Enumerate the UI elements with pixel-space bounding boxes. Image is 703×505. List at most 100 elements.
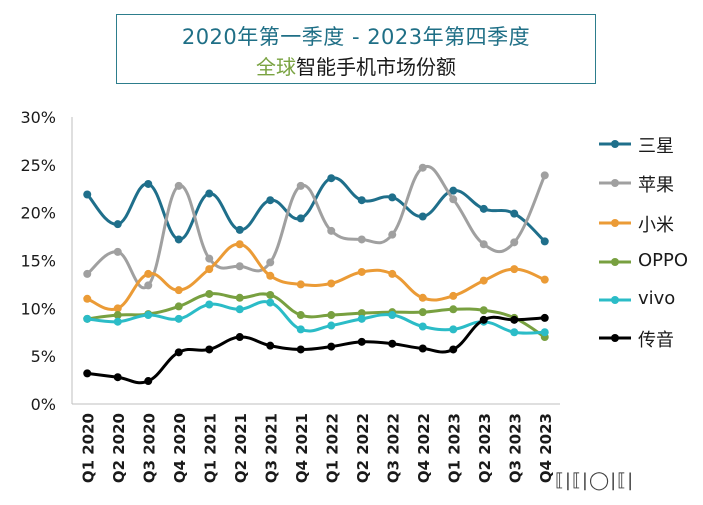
data-point [205, 300, 214, 309]
data-point [449, 345, 458, 354]
data-point [235, 240, 244, 249]
data-point [266, 298, 275, 307]
chart-title-box: 2020年第一季度 - 2023年第四季度 全球智能手机市场份额 [116, 14, 596, 84]
data-point [174, 286, 183, 295]
legend-item: 苹果 [598, 171, 698, 196]
data-point [144, 377, 153, 386]
data-point [235, 333, 244, 342]
data-point [174, 302, 183, 311]
data-point [144, 179, 153, 188]
data-point [510, 209, 519, 218]
series-line-OPPO [87, 292, 546, 339]
data-point [388, 193, 397, 202]
data-point [83, 369, 92, 378]
series-line-苹果 [86, 164, 547, 290]
data-point [266, 271, 275, 280]
x-tick-label: Q2 2022 [354, 413, 372, 483]
data-point [357, 235, 366, 244]
legend-label: 苹果 [638, 175, 674, 196]
legend-swatch-marker [611, 140, 619, 148]
data-point [235, 225, 244, 234]
y-tick-label: 25% [20, 156, 56, 175]
legend-swatch [599, 258, 631, 266]
x-tick-label: Q3 2023 [506, 413, 524, 483]
data-point [418, 322, 427, 331]
legend-swatch-marker [611, 296, 619, 304]
data-point [418, 212, 427, 221]
data-point [388, 269, 397, 278]
data-point [113, 317, 122, 326]
data-point [113, 220, 122, 229]
x-tick-label: Q4 2021 [293, 413, 311, 483]
data-point [266, 341, 275, 350]
data-point [205, 254, 214, 263]
data-point [296, 325, 305, 334]
y-tick-label: 15% [20, 252, 56, 271]
data-point [418, 308, 427, 317]
data-point [357, 196, 366, 205]
x-tick-label: Q4 2023 [537, 413, 555, 483]
x-tick-label: Q4 2020 [171, 413, 189, 483]
legend-label: 三星 [638, 136, 674, 157]
y-tick-label: 30% [20, 108, 56, 127]
x-tick-label: Q1 2021 [201, 413, 219, 483]
y-tick-label: 20% [20, 204, 56, 223]
data-point [540, 313, 549, 322]
legend-label: 传音 [638, 330, 674, 351]
data-point [357, 267, 366, 276]
x-tick-label: Q2 2020 [110, 413, 128, 483]
x-tick-label: Q3 2021 [262, 413, 280, 483]
data-point [174, 235, 183, 244]
legend-label: 小米 [638, 215, 674, 236]
data-point [83, 269, 92, 278]
data-point [144, 311, 153, 320]
legend-item: 三星 [598, 132, 698, 157]
legend-swatch-marker [611, 258, 619, 266]
data-point [540, 328, 549, 337]
x-tick-label: Q3 2022 [384, 413, 402, 483]
data-point [449, 186, 458, 195]
chart-subtitle: 全球智能手机市场份额 [117, 51, 595, 80]
legend-item: vivo [598, 288, 698, 312]
data-point [83, 294, 92, 303]
data-point [235, 262, 244, 271]
data-point [418, 163, 427, 172]
x-tick-label: Q2 2023 [476, 413, 494, 483]
data-point [510, 265, 519, 274]
data-point [327, 311, 336, 320]
legend-swatch [599, 219, 631, 227]
x-tick-label: Q2 2021 [232, 413, 250, 483]
data-point [327, 279, 336, 288]
data-point [266, 290, 275, 299]
legend-label: vivo [638, 288, 676, 309]
legend-item: 小米 [598, 211, 698, 236]
x-tick-label: Q1 2020 [79, 413, 97, 483]
data-point [540, 237, 549, 246]
data-point [479, 204, 488, 213]
data-point [479, 276, 488, 285]
data-point [388, 230, 397, 239]
data-point [174, 348, 183, 357]
x-tick-label: Q4 2022 [415, 413, 433, 483]
data-point [327, 342, 336, 351]
data-point [418, 293, 427, 302]
watermark-logo: ⟦|⟦|◯|⟦| [555, 470, 635, 491]
data-point [205, 265, 214, 274]
series-line-三星 [86, 176, 546, 243]
data-point [357, 337, 366, 346]
data-point [327, 226, 336, 235]
data-point [296, 280, 305, 289]
data-point [388, 311, 397, 320]
data-point [113, 373, 122, 382]
data-point [327, 174, 336, 183]
data-point [174, 181, 183, 190]
data-point [510, 238, 519, 247]
x-tick-label: Q1 2022 [323, 413, 341, 483]
data-point [144, 281, 153, 290]
data-point [540, 171, 549, 180]
data-point [449, 325, 458, 334]
data-point [357, 309, 366, 318]
legend-label: OPPO [638, 250, 689, 271]
legend-swatch [599, 334, 631, 342]
